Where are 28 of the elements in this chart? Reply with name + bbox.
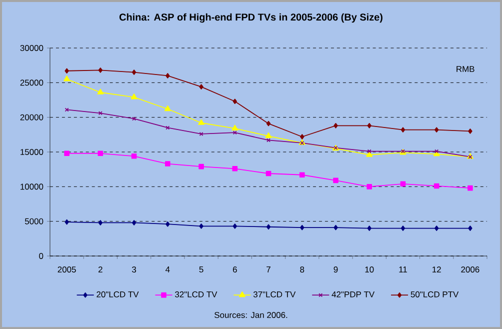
x-tick-label: 8 — [300, 266, 304, 273]
x-tick-label: 2006 — [461, 266, 480, 273]
legend-label: 50"LCD PTV — [410, 291, 459, 298]
legend-label: 20"LCD TV — [96, 291, 139, 298]
x-tick-label: 6 — [232, 266, 237, 273]
y-tick-label: 25000 — [20, 80, 44, 86]
y-axis-title: RMB — [456, 66, 474, 72]
legend-label: 32"LCD TV — [175, 291, 218, 298]
x-tick-label: 5 — [199, 266, 204, 272]
y-tick-label: 30000 — [20, 45, 44, 51]
x-tick-label: 12 — [432, 266, 441, 272]
x-tick-label: 3 — [132, 266, 136, 273]
x-tick-label: 2005 — [58, 266, 76, 273]
x-tick-label: 11 — [399, 266, 407, 272]
x-tick-label: 10 — [365, 266, 374, 273]
legend-label: 37"LCD TV — [253, 291, 296, 298]
y-tick-label: 5000 — [24, 218, 44, 224]
y-tick-label: 0 — [39, 253, 44, 259]
x-tick-label: 9 — [334, 266, 338, 273]
y-tick-label: 20000 — [20, 114, 44, 120]
x-tick-label: 7 — [266, 266, 270, 272]
chart-title: China: ASP of High-end FPD TVs in 2005-2006 (By Size) — [119, 13, 382, 23]
y-tick-label: 15000 — [20, 149, 44, 155]
x-tick-label: 4 — [165, 266, 170, 272]
legend-label: 42"PDP TV — [332, 291, 375, 298]
source-note: Sources: Jan 2006. — [214, 312, 288, 318]
y-tick-label: 10000 — [20, 184, 44, 190]
x-tick-label: 2 — [98, 266, 102, 272]
